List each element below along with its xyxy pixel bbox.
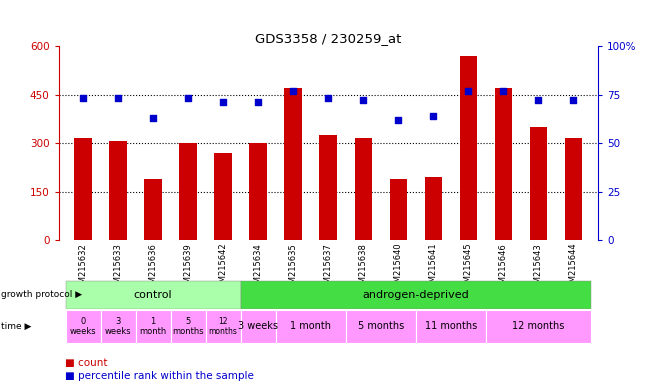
Text: 3
weeks: 3 weeks: [105, 317, 131, 336]
Bar: [495, 88, 512, 240]
Point: [463, 88, 474, 94]
Bar: [109, 141, 127, 240]
Bar: [214, 153, 232, 240]
Point: [288, 88, 298, 94]
Point: [393, 117, 404, 123]
Point: [568, 97, 578, 103]
Point: [428, 113, 439, 119]
Text: 5 months: 5 months: [358, 321, 404, 331]
Bar: [285, 88, 302, 240]
Bar: [66, 281, 241, 309]
Text: 11 months: 11 months: [424, 321, 477, 331]
Point: [498, 88, 508, 94]
Bar: [179, 143, 197, 240]
Text: control: control: [134, 290, 172, 300]
Point: [148, 115, 159, 121]
Bar: [416, 310, 486, 343]
Text: ■ count: ■ count: [65, 358, 107, 368]
Text: 1
month: 1 month: [140, 317, 166, 336]
Point: [78, 95, 88, 101]
Text: androgen-deprived: androgen-deprived: [363, 290, 469, 300]
Point: [183, 95, 193, 101]
Text: growth protocol ▶: growth protocol ▶: [1, 290, 82, 299]
Bar: [486, 310, 591, 343]
Point: [218, 99, 228, 105]
Bar: [240, 310, 276, 343]
Bar: [205, 310, 240, 343]
Bar: [66, 310, 101, 343]
Bar: [144, 179, 162, 240]
Bar: [240, 281, 591, 309]
Bar: [565, 138, 582, 240]
Bar: [170, 310, 205, 343]
Text: 0
weeks: 0 weeks: [70, 317, 96, 336]
Bar: [354, 138, 372, 240]
Point: [253, 99, 263, 105]
Point: [358, 97, 369, 103]
Text: time ▶: time ▶: [1, 322, 31, 331]
Bar: [74, 138, 92, 240]
Point: [113, 95, 124, 101]
Text: 3 weeks: 3 weeks: [238, 321, 278, 331]
Point: [533, 97, 543, 103]
Text: 5
months: 5 months: [172, 317, 204, 336]
Text: ■ percentile rank within the sample: ■ percentile rank within the sample: [65, 371, 254, 381]
Point: [323, 95, 333, 101]
Bar: [320, 135, 337, 240]
Bar: [424, 177, 442, 240]
Bar: [346, 310, 416, 343]
Bar: [276, 310, 346, 343]
Title: GDS3358 / 230259_at: GDS3358 / 230259_at: [255, 32, 402, 45]
Bar: [101, 310, 136, 343]
Bar: [389, 179, 407, 240]
Text: 1 month: 1 month: [291, 321, 332, 331]
Bar: [250, 143, 267, 240]
Bar: [136, 310, 170, 343]
Text: 12
months: 12 months: [209, 317, 238, 336]
Bar: [530, 127, 547, 240]
Text: 12 months: 12 months: [512, 321, 565, 331]
Bar: [460, 56, 477, 240]
